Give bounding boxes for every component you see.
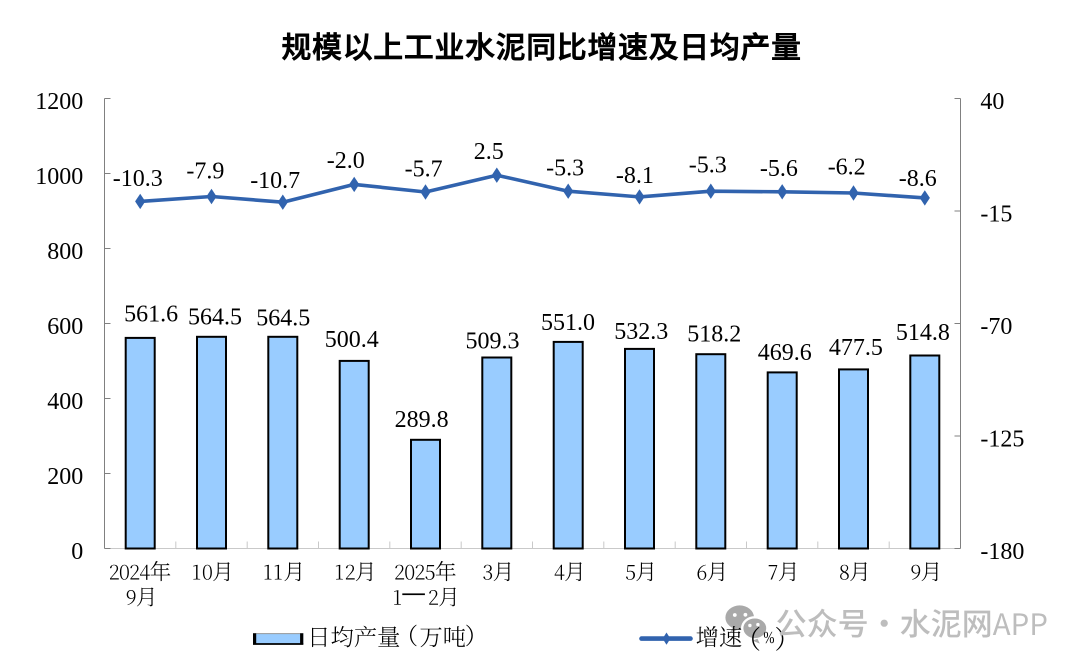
svg-text:1000: 1000 [35, 164, 83, 190]
svg-text:-6.2: -6.2 [828, 155, 866, 181]
svg-text:-5.7: -5.7 [405, 157, 443, 183]
svg-text:551.0: 551.0 [541, 310, 595, 336]
svg-text:0: 0 [71, 539, 83, 565]
svg-text:561.6: 561.6 [124, 301, 178, 327]
svg-text:-10.3: -10.3 [113, 166, 163, 192]
svg-text:289.8: 289.8 [395, 407, 449, 433]
svg-text:-5.3: -5.3 [689, 152, 727, 178]
svg-text:500.4: 500.4 [325, 327, 379, 353]
svg-text:564.5: 564.5 [256, 306, 310, 332]
svg-text:200: 200 [47, 464, 83, 490]
svg-text:-15: -15 [980, 201, 1012, 227]
svg-text:514.8: 514.8 [896, 320, 950, 346]
svg-text:-2.0: -2.0 [327, 148, 365, 174]
svg-text:-70: -70 [980, 314, 1012, 340]
svg-text:800: 800 [47, 239, 83, 265]
svg-text:-180: -180 [980, 539, 1024, 565]
svg-text:-5.3: -5.3 [546, 156, 584, 182]
svg-text:469.6: 469.6 [758, 340, 812, 366]
svg-text:2.5: 2.5 [474, 139, 504, 165]
svg-text:518.2: 518.2 [687, 322, 741, 348]
svg-text:-10.7: -10.7 [250, 168, 300, 194]
svg-text:1200: 1200 [35, 89, 83, 115]
svg-text:400: 400 [47, 389, 83, 415]
svg-text:-8.6: -8.6 [899, 166, 937, 192]
svg-text:564.5: 564.5 [188, 305, 242, 331]
svg-text:-5.6: -5.6 [760, 156, 798, 182]
svg-text:477.5: 477.5 [829, 335, 883, 361]
svg-text:509.3: 509.3 [466, 329, 520, 355]
svg-text:-125: -125 [980, 426, 1024, 452]
svg-text:600: 600 [47, 314, 83, 340]
svg-text:-7.9: -7.9 [186, 159, 224, 185]
svg-text:532.3: 532.3 [614, 319, 668, 345]
svg-text:40: 40 [980, 89, 1004, 115]
svg-text:-8.1: -8.1 [616, 163, 654, 189]
